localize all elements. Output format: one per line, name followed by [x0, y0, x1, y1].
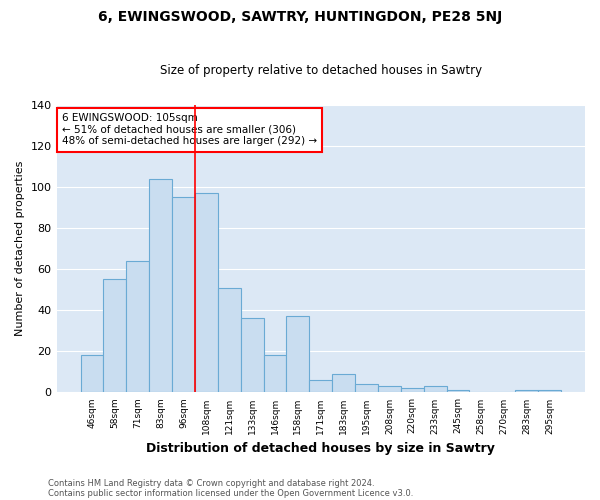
Text: Contains HM Land Registry data © Crown copyright and database right 2024.: Contains HM Land Registry data © Crown c…	[48, 478, 374, 488]
Bar	[378, 386, 401, 392]
Bar	[355, 384, 378, 392]
Y-axis label: Number of detached properties: Number of detached properties	[15, 161, 25, 336]
Bar	[515, 390, 538, 392]
Bar	[172, 197, 195, 392]
Bar	[241, 318, 263, 392]
X-axis label: Distribution of detached houses by size in Sawtry: Distribution of detached houses by size …	[146, 442, 495, 455]
Bar	[332, 374, 355, 392]
Bar	[446, 390, 469, 392]
Bar	[80, 356, 103, 393]
Bar	[263, 356, 286, 393]
Text: 6, EWINGSWOOD, SAWTRY, HUNTINGDON, PE28 5NJ: 6, EWINGSWOOD, SAWTRY, HUNTINGDON, PE28 …	[98, 10, 502, 24]
Bar	[424, 386, 446, 392]
Title: Size of property relative to detached houses in Sawtry: Size of property relative to detached ho…	[160, 64, 482, 77]
Bar	[149, 178, 172, 392]
Bar	[401, 388, 424, 392]
Bar	[103, 280, 127, 392]
Bar	[538, 390, 561, 392]
Bar	[127, 261, 149, 392]
Text: 6 EWINGSWOOD: 105sqm
← 51% of detached houses are smaller (306)
48% of semi-deta: 6 EWINGSWOOD: 105sqm ← 51% of detached h…	[62, 113, 317, 146]
Bar	[310, 380, 332, 392]
Bar	[218, 288, 241, 393]
Bar	[286, 316, 310, 392]
Text: Contains public sector information licensed under the Open Government Licence v3: Contains public sector information licen…	[48, 488, 413, 498]
Bar	[195, 193, 218, 392]
